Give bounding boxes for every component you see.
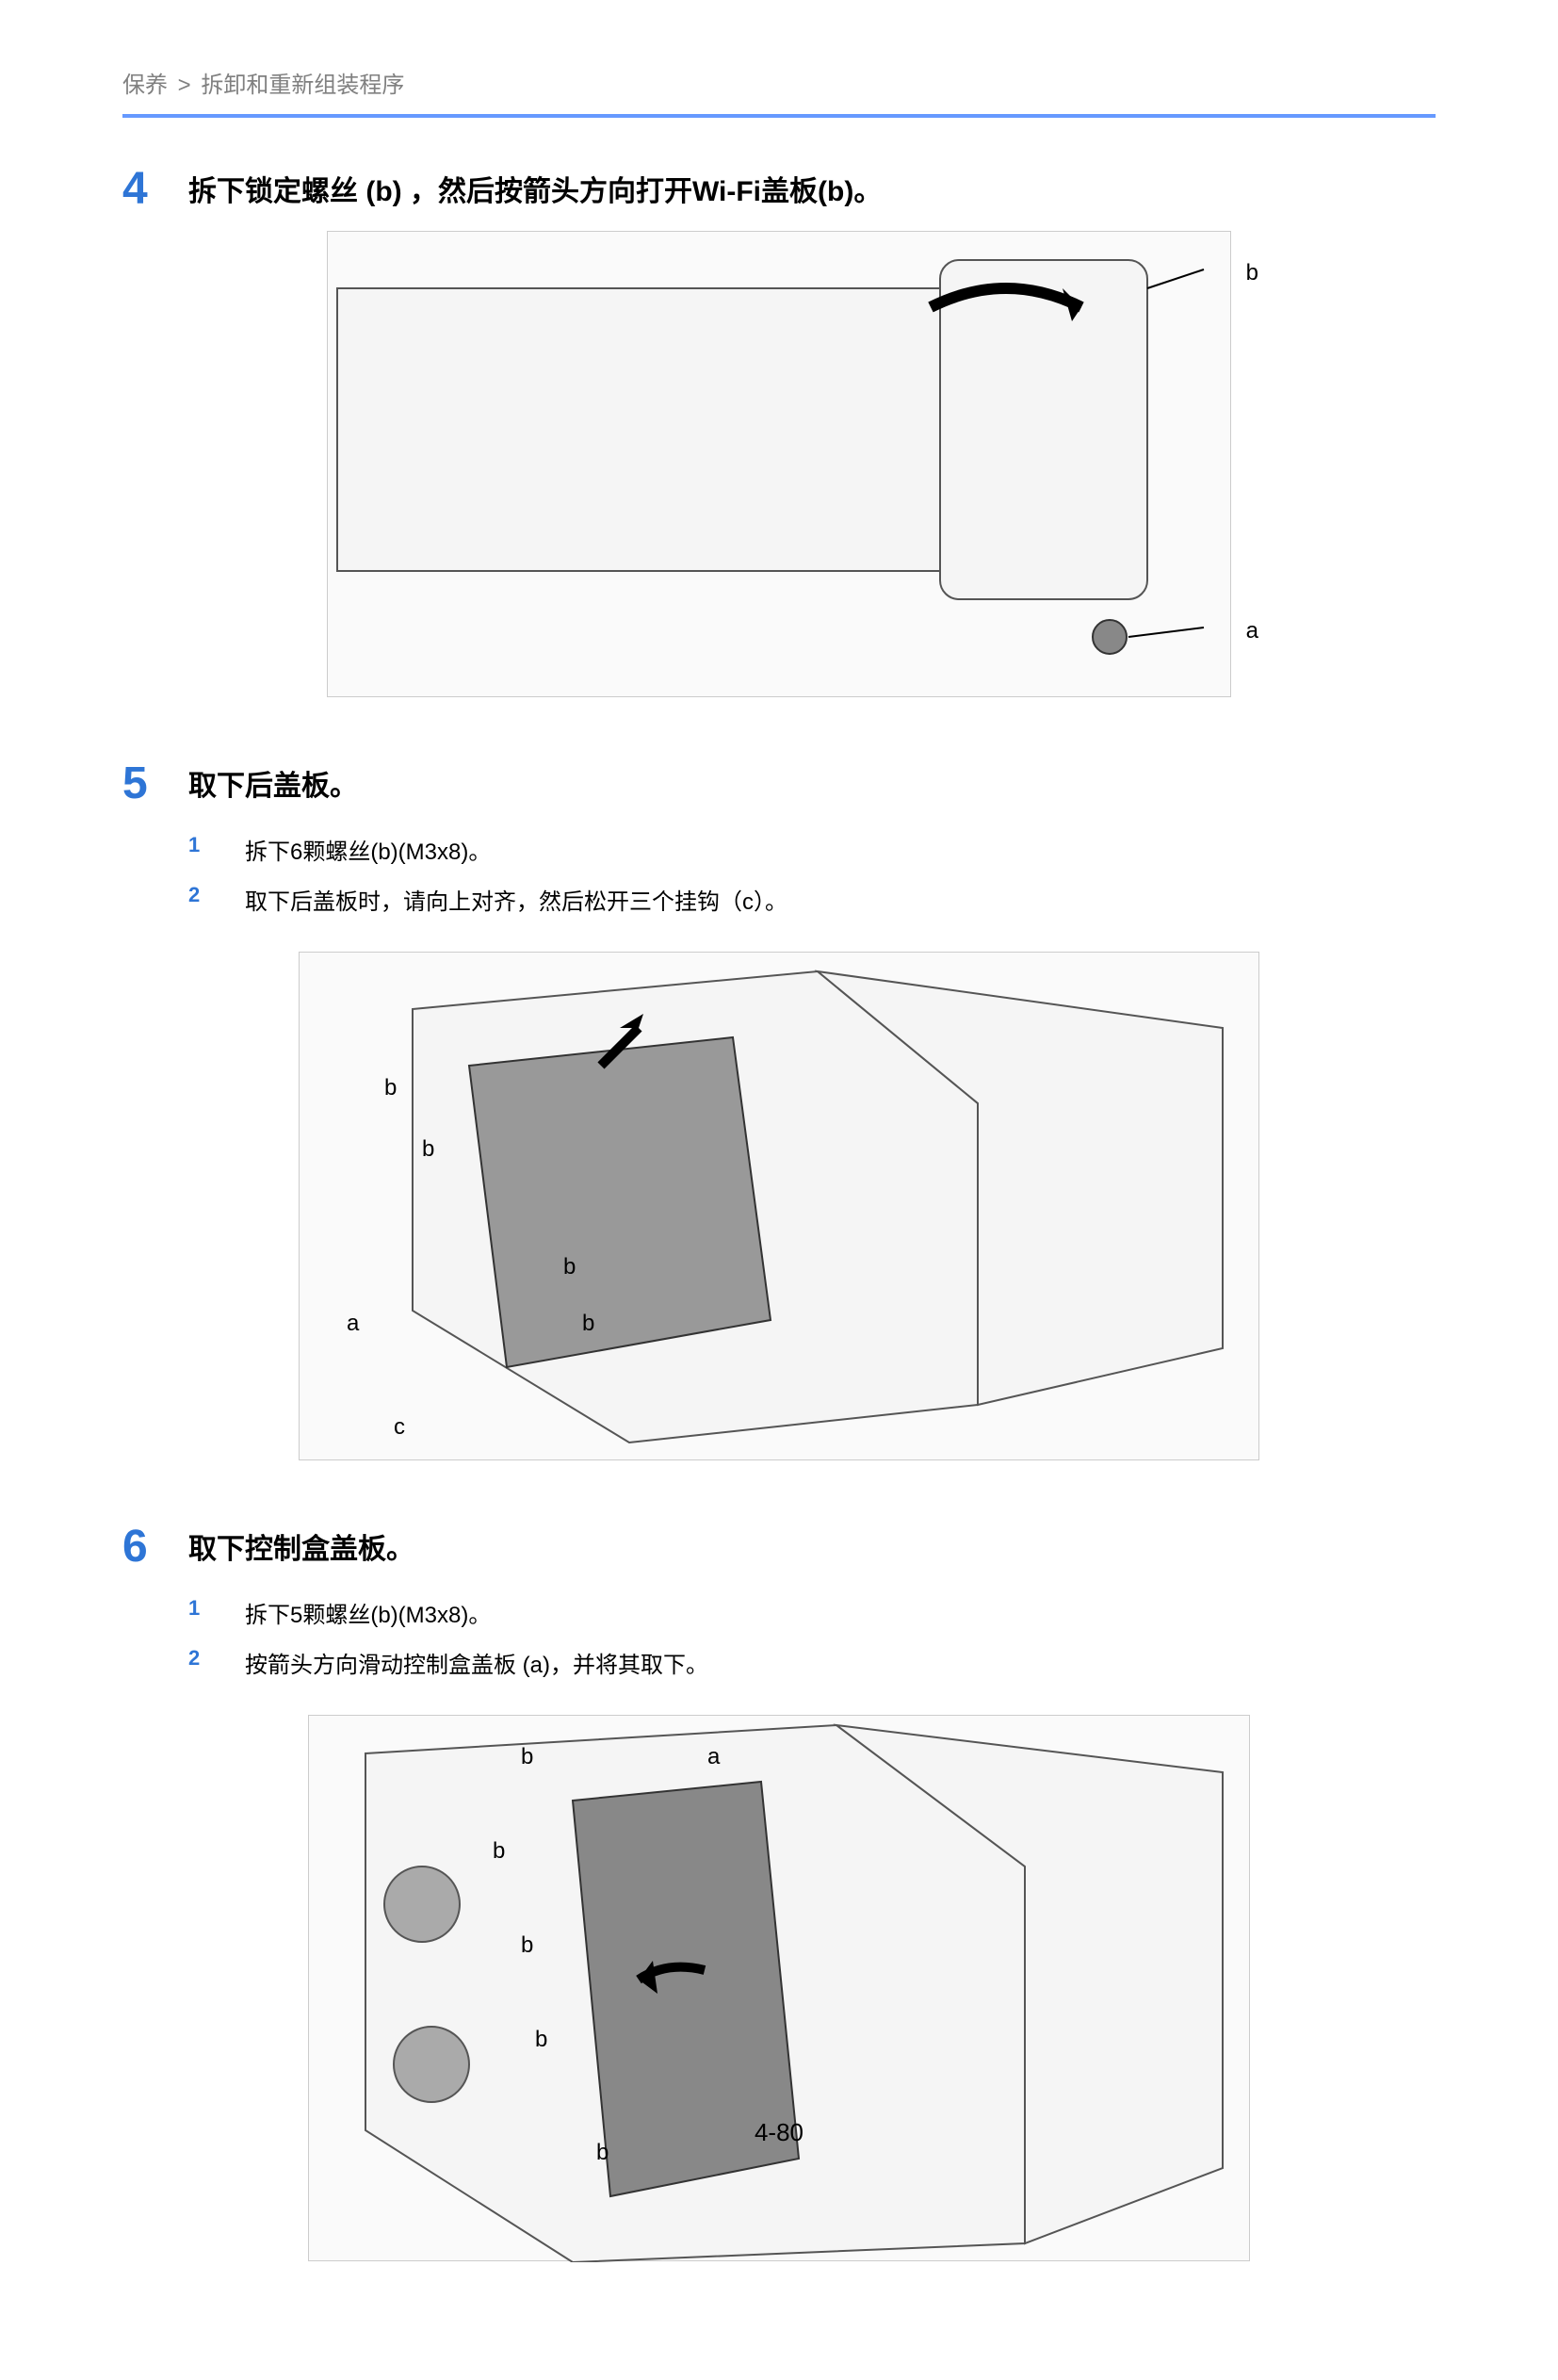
breadcrumb-section: 保养 — [122, 73, 168, 98]
figure-box: b a — [327, 231, 1231, 697]
step-4: 4 拆下锁定螺丝 (b) ，然后按箭头方向打开Wi-Fi盖板(b)。 — [122, 165, 1436, 212]
figure-step4: b a — [122, 231, 1436, 703]
step-body: 拆下锁定螺丝 (b) ，然后按箭头方向打开Wi-Fi盖板(b)。 — [188, 165, 1436, 212]
step-title: 拆下锁定螺丝 (b) ，然后按箭头方向打开Wi-Fi盖板(b)。 — [188, 165, 1436, 212]
substep-text: 拆下5颗螺丝(b)(M3x8)。 — [245, 1596, 491, 1629]
substep-number: 2 — [188, 883, 245, 916]
figure-label: b — [384, 1075, 397, 1101]
figure-label: c — [394, 1414, 405, 1441]
substep: 2 按箭头方向滑动控制盒盖板 (a)，并将其取下。 — [188, 1646, 1436, 1679]
figure-label: b — [521, 1744, 533, 1770]
substep: 1 拆下5颗螺丝(b)(M3x8)。 — [188, 1596, 1436, 1629]
substep: 1 拆下6颗螺丝(b)(M3x8)。 — [188, 833, 1436, 866]
figure-label-b: b — [1246, 260, 1258, 286]
substep-number: 1 — [188, 833, 245, 866]
figure-label: a — [707, 1744, 720, 1770]
step-number: 4 — [122, 165, 188, 212]
figure-label: b — [535, 2027, 547, 2053]
breadcrumb-chevron: > — [178, 73, 191, 99]
substep: 2 取下后盖板时，请向上对齐，然后松开三个挂钩（c）。 — [188, 883, 1436, 916]
figure-label: b — [422, 1136, 434, 1163]
figure-label: b — [521, 1932, 533, 1959]
step-body: 取下后盖板。 1 拆下6颗螺丝(b)(M3x8)。 2 取下后盖板时，请向上对齐… — [188, 759, 1436, 933]
figure-label: b — [582, 1311, 594, 1337]
step-5: 5 取下后盖板。 1 拆下6颗螺丝(b)(M3x8)。 2 取下后盖板时，请向上… — [122, 759, 1436, 933]
substep-number: 1 — [188, 1596, 245, 1629]
step-title: 取下控制盒盖板。 — [188, 1523, 1436, 1570]
diagram-svg — [309, 1716, 1251, 2262]
figure-label-a: a — [1246, 618, 1258, 644]
step-number: 6 — [122, 1523, 188, 1696]
breadcrumb-topic: 拆卸和重新组装程序 — [201, 73, 404, 98]
header-rule — [122, 114, 1436, 118]
substeps: 1 拆下6颗螺丝(b)(M3x8)。 2 取下后盖板时，请向上对齐，然后松开三个… — [188, 833, 1436, 916]
substep-text: 取下后盖板时，请向上对齐，然后松开三个挂钩（c）。 — [245, 883, 787, 916]
step-number: 5 — [122, 759, 188, 933]
substep-text: 按箭头方向滑动控制盒盖板 (a)，并将其取下。 — [245, 1646, 708, 1679]
substep-number: 2 — [188, 1646, 245, 1679]
diagram-svg — [300, 953, 1260, 1461]
diagram-svg — [328, 232, 1232, 698]
figure-label: a — [347, 1311, 359, 1337]
step-title: 取下后盖板。 — [188, 759, 1436, 807]
figure-box: b a b b b b — [308, 1715, 1250, 2261]
breadcrumb: 保养 > 拆卸和重新组装程序 — [122, 66, 1436, 114]
figure-step6: b a b b b b — [122, 1715, 1436, 2267]
page-number: 4-80 — [0, 2118, 1558, 2147]
figure-box: b b b b a c — [299, 952, 1259, 1460]
figure-label: b — [493, 1838, 505, 1865]
step-body: 取下控制盒盖板。 1 拆下5颗螺丝(b)(M3x8)。 2 按箭头方向滑动控制盒… — [188, 1523, 1436, 1696]
figure-label: b — [563, 1254, 576, 1280]
substep-text: 拆下6颗螺丝(b)(M3x8)。 — [245, 833, 491, 866]
substeps: 1 拆下5颗螺丝(b)(M3x8)。 2 按箭头方向滑动控制盒盖板 (a)，并将… — [188, 1596, 1436, 1679]
figure-step5: b b b b a c — [122, 952, 1436, 1466]
step-6: 6 取下控制盒盖板。 1 拆下5颗螺丝(b)(M3x8)。 2 按箭头方向滑动控… — [122, 1523, 1436, 1696]
page-root: 保养 > 拆卸和重新组装程序 4 拆下锁定螺丝 (b) ，然后按箭头方向打开Wi… — [0, 0, 1558, 2380]
